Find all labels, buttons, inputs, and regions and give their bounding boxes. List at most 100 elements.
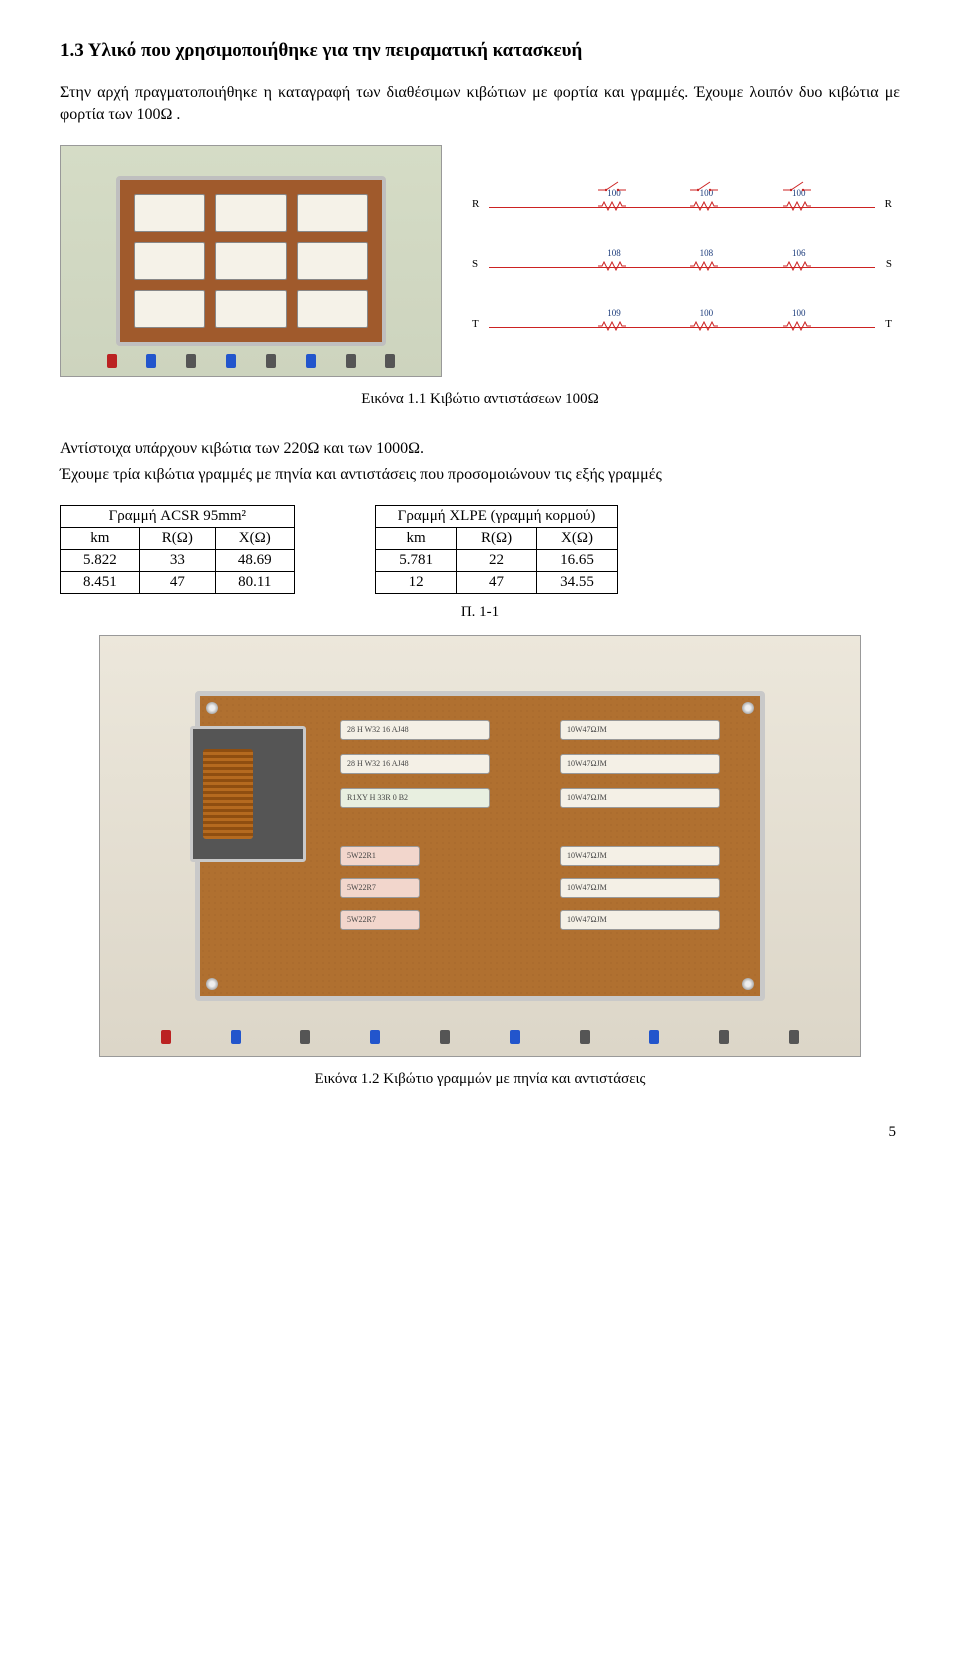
row-label-right: S (886, 258, 892, 270)
switch-symbol (783, 178, 811, 192)
schematic-row: SS108108106 (472, 266, 892, 268)
terminal (649, 1030, 659, 1044)
pcb-resistor: 10W47ΩJM (560, 910, 720, 930)
column-header: X(Ω) (536, 527, 618, 549)
column-header: R(Ω) (457, 527, 536, 549)
table-cell: 34.55 (536, 571, 618, 593)
resistor-symbol (783, 261, 811, 271)
pcb-resistor: 28 H W32 16 AJ48 (340, 754, 490, 774)
switch-symbol (690, 178, 718, 192)
switch-symbol (598, 178, 626, 192)
table-row: 5.7812216.65 (375, 549, 618, 571)
resistor (297, 290, 368, 328)
resistor-value: 108 (598, 248, 630, 258)
pcb-resistor: 10W47ΩJM (560, 720, 720, 740)
paragraph-3: Έχουμε τρία κιβώτια γραμμές με πηνία και… (60, 464, 900, 486)
pcb-resistor: R1XY H 33R 0 B2 (340, 788, 490, 808)
resistor (134, 194, 205, 232)
column-header: R(Ω) (139, 527, 215, 549)
resistor-value: 109 (598, 308, 630, 318)
resistor (215, 290, 286, 328)
table-cell: 8.451 (61, 571, 140, 593)
resistor-value: 106 (783, 248, 815, 258)
figure-2-caption: Εικόνα 1.2 Κιβώτιο γραμμών με πηνία και … (60, 1071, 900, 1088)
terminal (789, 1030, 799, 1044)
terminal (510, 1030, 520, 1044)
column-header: X(Ω) (215, 527, 294, 549)
figure-1-photo (60, 145, 442, 377)
screw-icon (206, 978, 218, 990)
terminal (226, 354, 236, 368)
screw-icon (742, 702, 754, 714)
figure-1-row: RR100100100SS108108106TT109100100 (60, 145, 900, 377)
column-header: km (375, 527, 457, 549)
table-cell: 47 (457, 571, 536, 593)
terminal (146, 354, 156, 368)
table-cell: 48.69 (215, 549, 294, 571)
table-cell: 33 (139, 549, 215, 571)
resistor-symbol (690, 261, 718, 271)
terminal (346, 354, 356, 368)
table-row: 5.8223348.69 (61, 549, 295, 571)
resistor-symbol (690, 201, 718, 211)
table-cell: 80.11 (215, 571, 294, 593)
terminal (385, 354, 395, 368)
terminal (370, 1030, 380, 1044)
resistor (134, 290, 205, 328)
column-header: km (61, 527, 140, 549)
row-label-left: S (472, 258, 478, 270)
resistor (297, 242, 368, 280)
pcb-resistor: 10W47ΩJM (560, 846, 720, 866)
resistor-symbol (690, 321, 718, 331)
screw-icon (742, 978, 754, 990)
table-xlpe: Γραμμή XLPE (γραμμή κορμού)kmR(Ω)X(Ω)5.7… (375, 505, 619, 594)
row-label-right: R (885, 198, 892, 210)
resistor (134, 242, 205, 280)
pcb-resistor: 5W22R7 (340, 910, 420, 930)
figure-1-schematic: RR100100100SS108108106TT109100100 (472, 146, 892, 376)
resistor-value: 100 (783, 308, 815, 318)
screw-icon (206, 702, 218, 714)
table-cell: 47 (139, 571, 215, 593)
figure-1-caption: Εικόνα 1.1 Κιβώτιο αντιστάσεων 100Ω (60, 391, 900, 408)
pi-table-label: Π. 1-1 (60, 604, 900, 621)
table-row: 8.4514780.11 (61, 571, 295, 593)
row-label-right: T (885, 318, 892, 330)
coil-copper (203, 749, 253, 839)
row-label-left: T (472, 318, 479, 330)
terminal (161, 1030, 171, 1044)
pcb-resistor: 5W22R1 (340, 846, 420, 866)
terminal (266, 354, 276, 368)
pcb-resistor: 5W22R7 (340, 878, 420, 898)
resistor-symbol (598, 201, 626, 211)
schematic-row: TT109100100 (472, 326, 892, 328)
terminal (300, 1030, 310, 1044)
row-label-left: R (472, 198, 479, 210)
paragraph-2: Αντίστοιχα υπάρχουν κιβώτια των 220Ω και… (60, 438, 900, 460)
table-cell: 12 (375, 571, 457, 593)
terminal (186, 354, 196, 368)
terminal (719, 1030, 729, 1044)
table-acsr: Γραμμή ACSR 95mm²kmR(Ω)X(Ω)5.8223348.698… (60, 505, 295, 594)
figure-2-photo: 28 H W32 16 AJ4828 H W32 16 AJ48R1XY H 3… (99, 635, 861, 1057)
table-cell: 5.822 (61, 549, 140, 571)
table-cell: 16.65 (536, 549, 618, 571)
resistor-symbol (598, 261, 626, 271)
terminal (306, 354, 316, 368)
coil-block (190, 726, 306, 862)
terminal-row (107, 354, 396, 372)
pcb-resistor: 10W47ΩJM (560, 878, 720, 898)
resistor (297, 194, 368, 232)
resistor-value: 108 (690, 248, 722, 258)
terminal-row (161, 1030, 799, 1048)
resistor (215, 242, 286, 280)
section-heading: 1.3 Υλικό που χρησιμοποιήθηκε για την πε… (60, 40, 900, 62)
table-cell: 5.781 (375, 549, 457, 571)
page-number: 5 (60, 1124, 900, 1141)
table-title: Γραμμή XLPE (γραμμή κορμού) (375, 505, 618, 527)
pcb-resistor: 10W47ΩJM (560, 754, 720, 774)
terminal (231, 1030, 241, 1044)
resistor-value: 100 (690, 308, 722, 318)
table-row: 124734.55 (375, 571, 618, 593)
resistor-symbol (598, 321, 626, 331)
